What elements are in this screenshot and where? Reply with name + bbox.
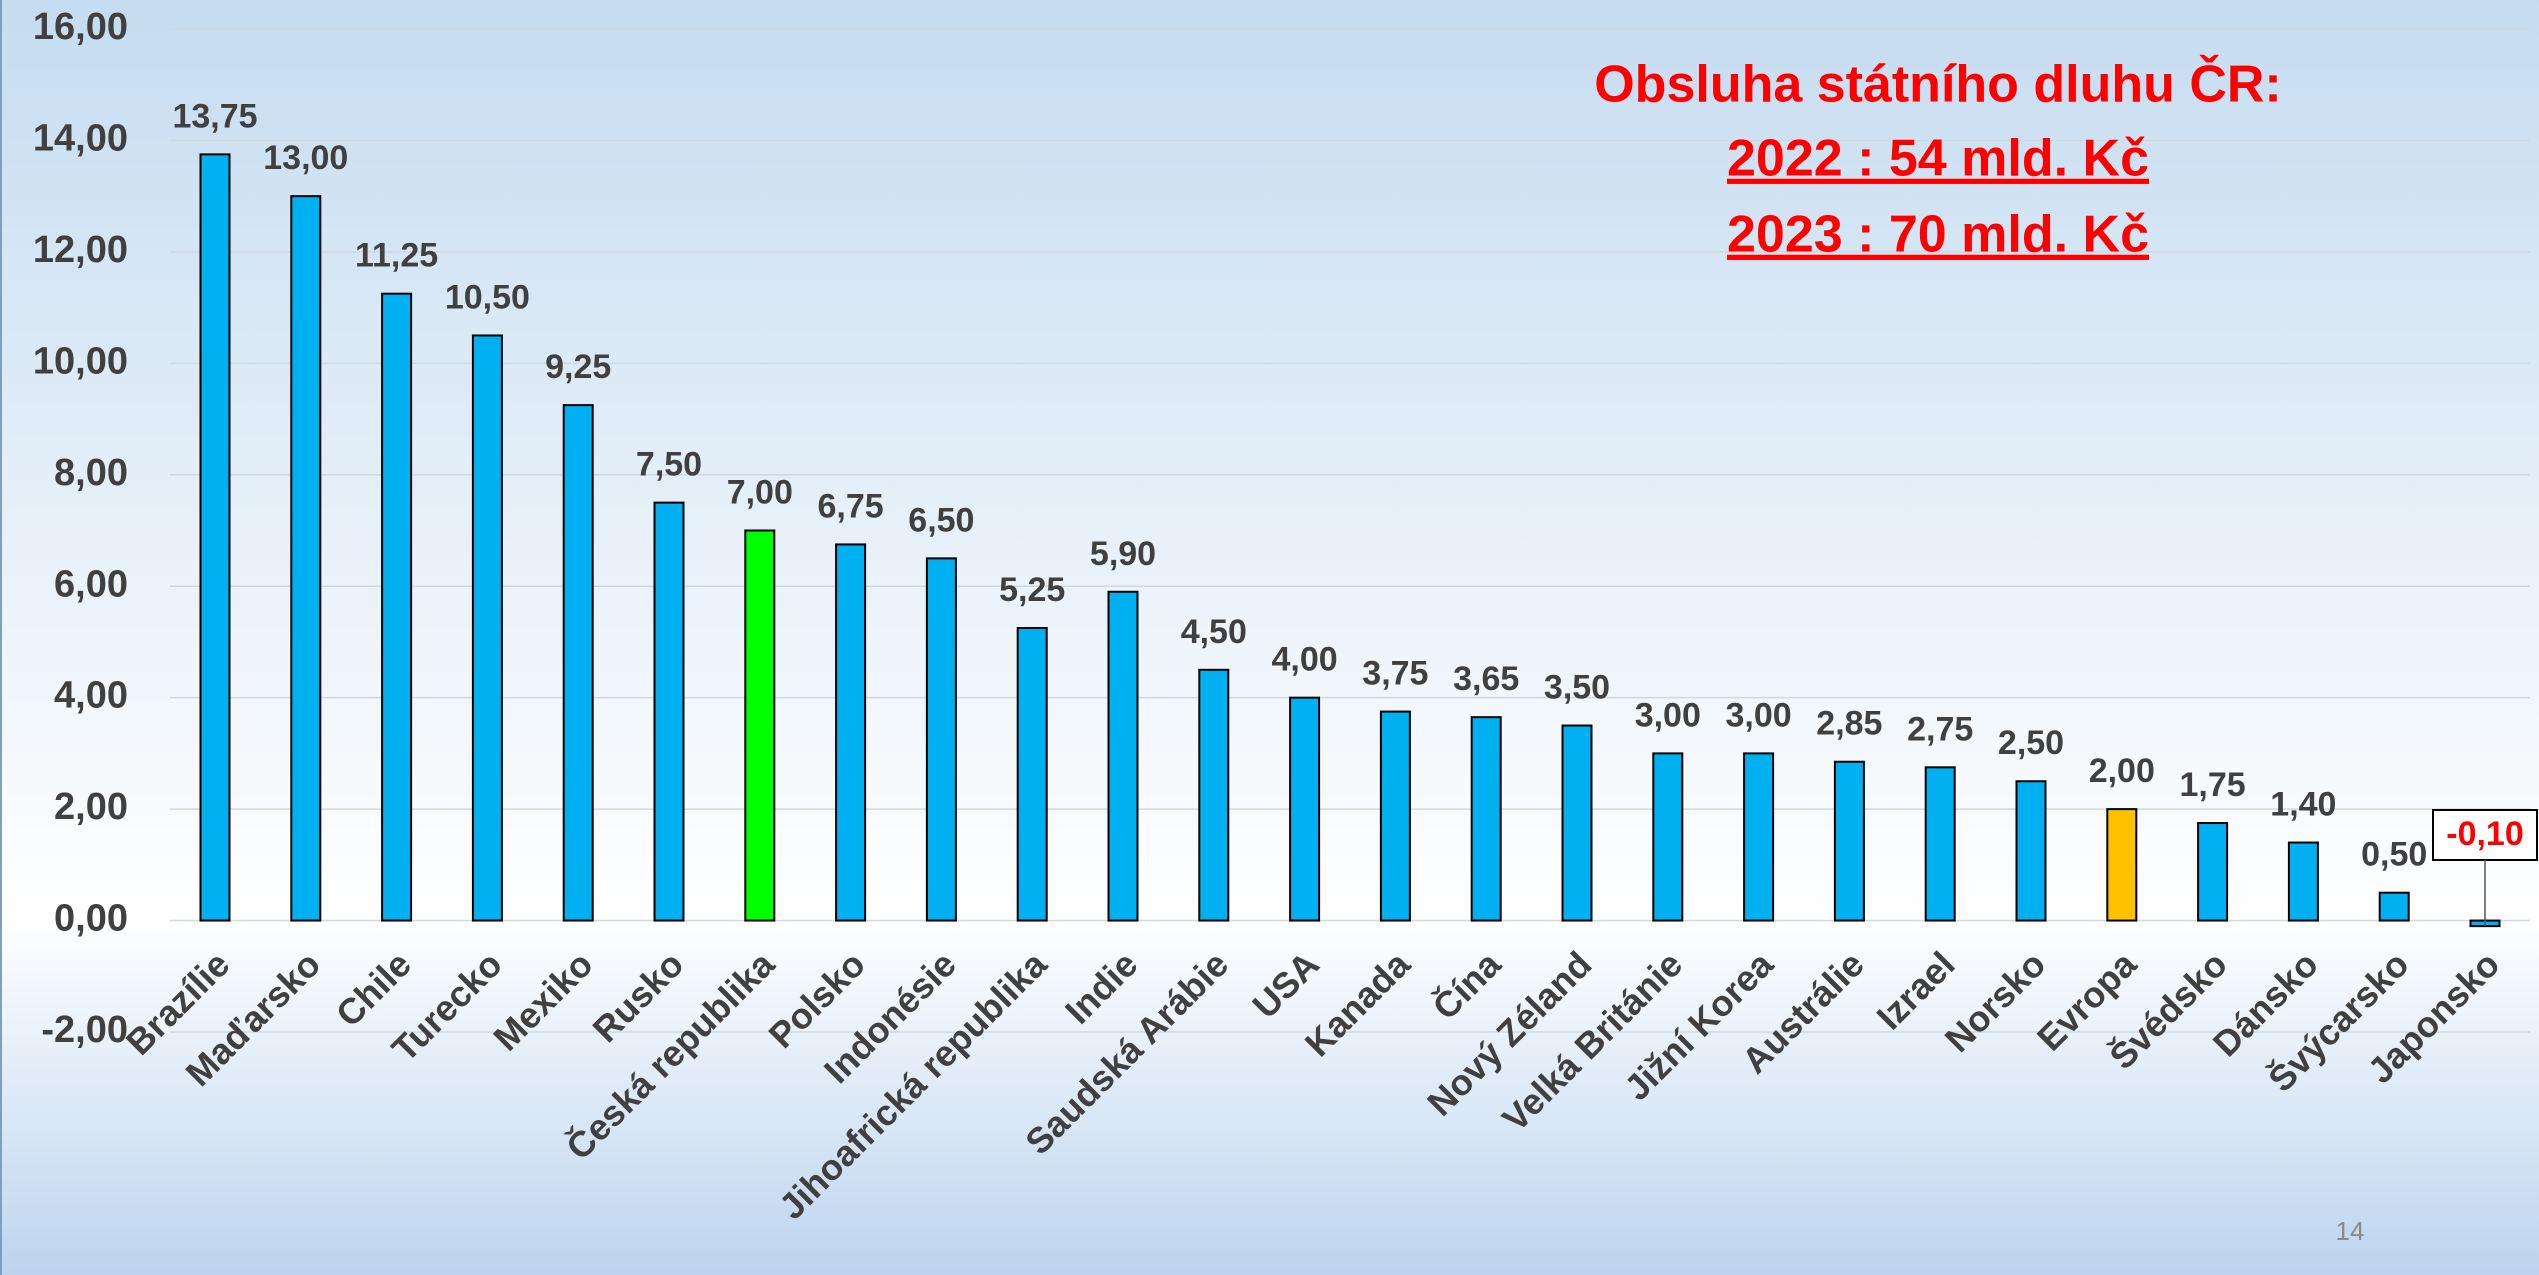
bar — [1289, 696, 1321, 922]
bar — [1652, 752, 1684, 922]
y-tick-label: 2,00 — [54, 786, 128, 828]
bar — [925, 557, 957, 922]
bar — [471, 334, 503, 922]
value-label: 3,65 — [1453, 660, 1519, 698]
bar — [381, 292, 413, 922]
value-label: 3,50 — [1544, 669, 1610, 707]
value-label: -0,10 — [2446, 815, 2524, 853]
bar — [2106, 808, 2138, 922]
value-label: 1,75 — [2180, 766, 2246, 804]
value-label: 5,90 — [1090, 535, 1156, 573]
value-label: 7,50 — [636, 446, 702, 484]
value-label: 5,25 — [999, 571, 1065, 609]
bar — [1470, 716, 1502, 922]
bar — [1561, 724, 1593, 922]
bar — [1924, 766, 1956, 922]
value-label: 3,75 — [1362, 655, 1428, 693]
bar — [1833, 760, 1865, 922]
annotation: 2023 : 70 mld. Kč — [1727, 206, 2149, 264]
bar — [1379, 710, 1411, 922]
value-label: 6,75 — [818, 487, 884, 525]
value-label: 2,00 — [2089, 752, 2155, 790]
bar — [2378, 891, 2410, 922]
value-label: 13,75 — [172, 97, 257, 135]
value-label: 7,00 — [727, 473, 793, 511]
page-number: 14 — [2336, 1216, 2365, 1246]
value-label: 9,25 — [545, 348, 611, 386]
value-label: 4,00 — [1272, 641, 1338, 679]
y-tick-label: 14,00 — [33, 117, 128, 159]
y-tick-label: 8,00 — [54, 452, 128, 494]
y-tick-label: -2,00 — [41, 1009, 128, 1051]
bar — [2287, 841, 2319, 922]
bar — [199, 153, 231, 922]
bar — [1198, 668, 1230, 922]
value-label: 2,75 — [1907, 710, 1973, 748]
value-label: 11,25 — [355, 237, 438, 275]
bar — [1107, 590, 1139, 922]
bar — [835, 543, 867, 922]
value-label: 1,40 — [2270, 786, 2336, 824]
bar — [2197, 822, 2229, 922]
value-label: 10,50 — [445, 278, 530, 316]
value-label: 3,00 — [1635, 696, 1701, 734]
annotation: Obsluha státního dluhu ČR: — [1594, 55, 2282, 114]
bar — [744, 529, 776, 922]
value-label: 2,50 — [1998, 724, 2064, 762]
value-label: 2,85 — [1816, 705, 1882, 743]
bar — [290, 195, 322, 922]
bar — [562, 404, 594, 922]
y-tick-label: 16,00 — [33, 6, 128, 48]
value-label: 3,00 — [1726, 696, 1792, 734]
annotation: 2022 : 54 mld. Kč — [1727, 130, 2149, 188]
value-label: 6,50 — [908, 501, 974, 539]
bar — [1016, 627, 1048, 922]
value-label: 0,50 — [2361, 836, 2427, 874]
y-tick-label: 10,00 — [33, 340, 128, 382]
bar — [2015, 780, 2047, 922]
bar — [1743, 752, 1775, 922]
y-tick-label: 12,00 — [33, 229, 128, 271]
value-label: 4,50 — [1181, 613, 1247, 651]
bar — [653, 501, 685, 922]
y-tick-label: 6,00 — [54, 563, 128, 605]
y-tick-label: 4,00 — [54, 675, 128, 717]
y-tick-label: 0,00 — [54, 898, 128, 940]
value-label: 13,00 — [263, 139, 348, 177]
